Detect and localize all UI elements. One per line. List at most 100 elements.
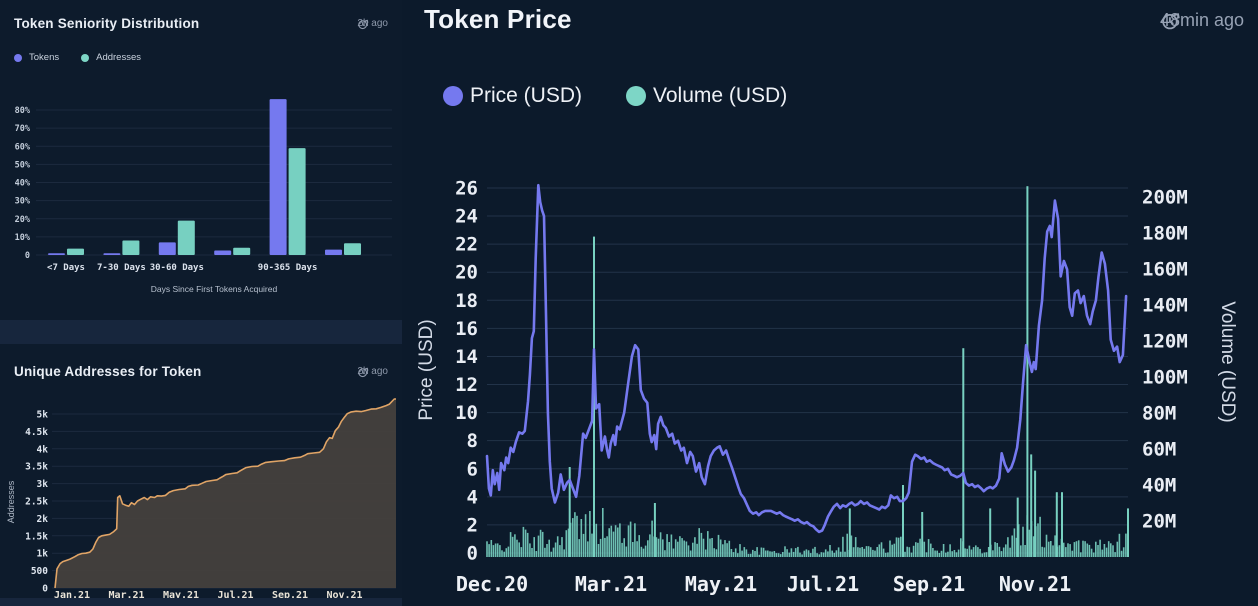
price-legend-dot-icon — [443, 86, 463, 106]
svg-text:160M: 160M — [1142, 259, 1188, 281]
svg-text:10: 10 — [455, 402, 478, 424]
svg-text:1k: 1k — [37, 549, 49, 560]
svg-text:6: 6 — [467, 458, 478, 480]
clock-refresh-icon — [358, 367, 369, 377]
svg-text:Days Since First Tokens Acquir: Days Since First Tokens Acquired — [151, 284, 278, 294]
addresses-updated: 2h ago — [357, 366, 388, 377]
token-price-title: Token Price — [424, 4, 572, 34]
svg-text:12: 12 — [455, 374, 478, 396]
seniority-panel-header: Token Seniority Distribution 2h ago — [0, 16, 402, 31]
tokens-legend-label: Tokens — [29, 52, 60, 63]
svg-text:Mar.21: Mar.21 — [575, 572, 647, 596]
addresses-updated-text: 2h ago — [357, 366, 388, 377]
svg-text:20: 20 — [455, 262, 478, 284]
svg-text:2.5k: 2.5k — [25, 497, 48, 508]
svg-text:24: 24 — [455, 206, 478, 228]
svg-text:4k: 4k — [37, 444, 49, 455]
addresses-legend-dot-icon — [81, 53, 90, 62]
seniority-legend: Tokens Addresses — [14, 52, 141, 63]
svg-text:140M: 140M — [1142, 295, 1188, 317]
svg-text:16: 16 — [455, 318, 478, 340]
svg-text:60%: 60% — [15, 142, 31, 152]
volume-legend-dot-icon — [626, 86, 647, 106]
addresses-panel-title: Unique Addresses for Token — [14, 364, 202, 379]
svg-text:3k: 3k — [37, 479, 49, 490]
volume-legend-label: Volume (USD) — [653, 84, 788, 107]
svg-text:40%: 40% — [15, 179, 31, 189]
svg-text:Price (USD): Price (USD) — [416, 319, 437, 420]
svg-text:4: 4 — [467, 486, 478, 508]
svg-text:18: 18 — [455, 290, 478, 312]
svg-text:2: 2 — [467, 514, 478, 536]
svg-text:14: 14 — [455, 346, 478, 368]
seniority-updated-text: 2h ago — [357, 18, 388, 29]
svg-text:70%: 70% — [15, 124, 31, 134]
svg-text:Mar.21: Mar.21 — [108, 590, 144, 601]
seniority-panel-title: Token Seniority Distribution — [14, 16, 200, 31]
svg-text:50%: 50% — [15, 160, 31, 170]
svg-text:500: 500 — [31, 566, 48, 577]
svg-text:80%: 80% — [15, 106, 31, 116]
addresses-legend-label: Addresses — [96, 52, 141, 63]
svg-text:7-30 Days: 7-30 Days — [97, 263, 146, 273]
svg-text:Volume (USD): Volume (USD) — [1217, 301, 1238, 422]
svg-text:80M: 80M — [1142, 403, 1176, 425]
token-price-legend: Price (USD) Volume (USD) — [443, 84, 787, 108]
panel-divider — [0, 320, 402, 344]
svg-text:20%: 20% — [15, 215, 31, 225]
seniority-bar-chart: 0 10% 20% 30% 40% 50% 60% 70% 80% <7 Days 7-30 Day… — [15, 99, 392, 294]
svg-text:5k: 5k — [37, 410, 49, 421]
svg-text:30%: 30% — [15, 197, 31, 207]
svg-text:26: 26 — [455, 177, 478, 199]
legend-item-tokens: Tokens — [14, 52, 59, 63]
panel-divider — [0, 598, 402, 606]
svg-text:120M: 120M — [1142, 331, 1188, 353]
svg-text:60M: 60M — [1142, 439, 1176, 461]
svg-text:40M: 40M — [1142, 475, 1176, 497]
svg-text:3.5k: 3.5k — [25, 462, 48, 473]
svg-text:22: 22 — [455, 234, 478, 256]
token-price-updated-text: 48min ago — [1159, 10, 1244, 30]
svg-text:20M: 20M — [1142, 511, 1176, 533]
svg-text:200M: 200M — [1142, 187, 1188, 209]
svg-text:0: 0 — [42, 584, 48, 595]
svg-text:<7 Days: <7 Days — [47, 263, 85, 273]
addresses-panel-header: Unique Addresses for Token 2h ago — [0, 364, 402, 379]
svg-text:Nov.21: Nov.21 — [326, 590, 362, 601]
token-price-updated: 48min ago — [1160, 10, 1244, 31]
svg-text:Jul.21: Jul.21 — [787, 572, 859, 596]
svg-text:30-60 Days: 30-60 Days — [150, 263, 204, 273]
svg-text:Addresses: Addresses — [6, 480, 16, 523]
token-price-dual-axis-chart: 0246810121416182022242620M40M60M80M100M1… — [416, 177, 1238, 596]
clock-refresh-icon — [1162, 13, 1180, 30]
svg-text:100M: 100M — [1142, 367, 1188, 389]
svg-text:May.21: May.21 — [685, 572, 757, 596]
svg-text:0: 0 — [467, 543, 478, 565]
svg-text:Jul.21: Jul.21 — [217, 590, 253, 601]
clock-refresh-icon — [358, 19, 369, 29]
tokens-legend-dot-icon — [14, 53, 22, 62]
svg-text:Dec.20: Dec.20 — [456, 572, 528, 596]
legend-item-volume: Volume (USD) — [626, 84, 787, 108]
svg-text:4.5k: 4.5k — [25, 427, 48, 438]
svg-text:1.5k: 1.5k — [25, 531, 48, 542]
token-price-panel: Token Price 48min ago Price (USD) Volume… — [402, 0, 1258, 606]
price-legend-label: Price (USD) — [470, 84, 583, 107]
svg-text:90-365 Days: 90-365 Days — [258, 263, 318, 273]
svg-text:Nov.21: Nov.21 — [999, 572, 1071, 596]
legend-item-price: Price (USD) — [443, 84, 582, 108]
legend-item-addresses: Addresses — [81, 52, 141, 63]
svg-text:0: 0 — [25, 251, 30, 261]
seniority-updated: 2h ago — [357, 18, 388, 29]
svg-text:180M: 180M — [1142, 223, 1188, 245]
svg-text:May.21: May.21 — [163, 590, 199, 601]
svg-text:10%: 10% — [15, 233, 31, 243]
svg-text:8: 8 — [467, 430, 478, 452]
svg-text:Sep.21: Sep.21 — [272, 590, 308, 601]
addresses-area-chart: 0 500 1k 1.5k 2k 2.5k 3k 3.5k 4k 4.5k 5k Jan.21 Mar.… — [6, 398, 396, 601]
svg-text:Jan.21: Jan.21 — [54, 590, 90, 601]
svg-text:Sep.21: Sep.21 — [893, 572, 965, 596]
left-column: Token Seniority Distribution 2h ago Toke… — [0, 0, 402, 606]
svg-text:2k: 2k — [37, 514, 49, 525]
